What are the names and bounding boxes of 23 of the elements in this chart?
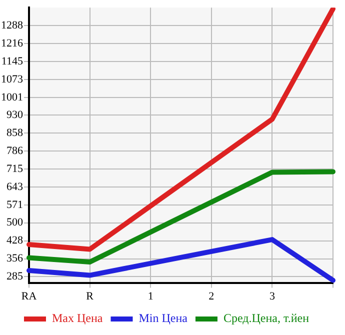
- y-tick-label: 1216: [1, 38, 24, 50]
- y-tick-label: 1001: [1, 91, 23, 104]
- x-tick-label: R: [86, 290, 94, 302]
- y-tick-label: 715: [6, 162, 24, 175]
- y-tick-label: 1073: [1, 73, 24, 86]
- legend-label: Сред.Цена, т.йен: [223, 311, 310, 326]
- y-tick-label: 1145: [1, 55, 24, 68]
- y-tick-label: 571: [6, 198, 23, 211]
- y-tick-label: 428: [6, 234, 24, 247]
- y-tick-label: 930: [6, 109, 24, 122]
- x-tick-label: RA: [21, 290, 37, 302]
- x-tick-label: 3: [269, 290, 276, 302]
- x-tick-label: 2: [208, 290, 214, 302]
- x-tick-label: 1: [148, 290, 154, 302]
- y-tick-label: 1288: [1, 20, 24, 32]
- y-tick-label: 786: [6, 145, 24, 158]
- y-tick-label: 500: [6, 216, 24, 229]
- legend-label: Min Цена: [138, 311, 188, 326]
- legend-label: Max Цена: [52, 311, 104, 326]
- y-tick-label: 858: [6, 127, 24, 140]
- y-tick-label: 285: [6, 270, 24, 282]
- y-tick-label: 643: [6, 180, 24, 193]
- y-tick-label: 356: [6, 252, 24, 265]
